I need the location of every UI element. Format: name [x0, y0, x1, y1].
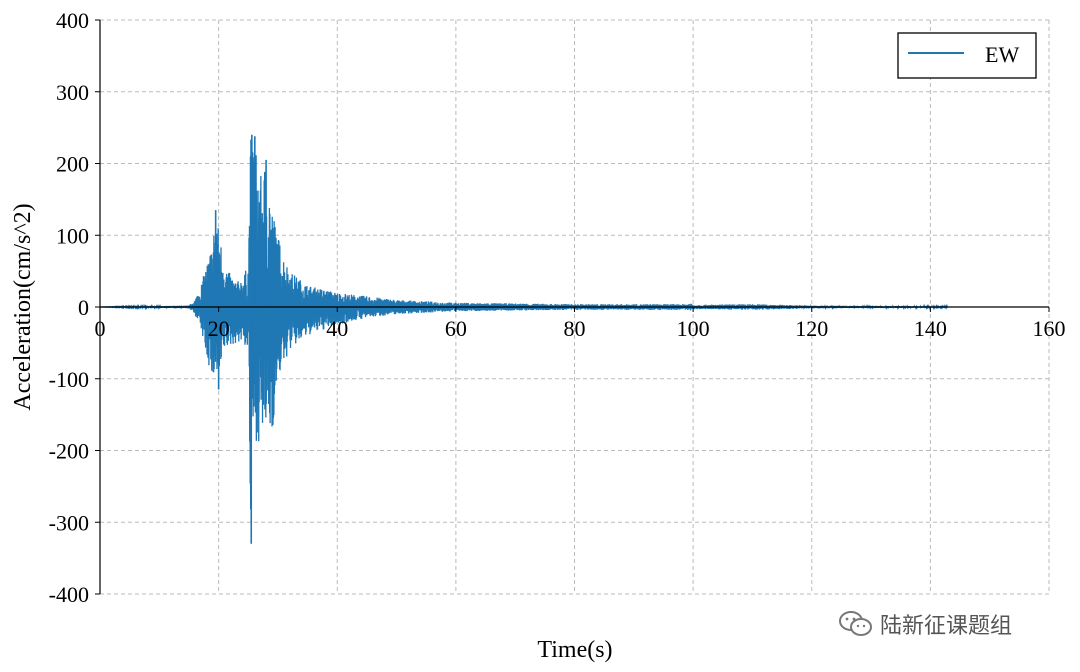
y-tick-label: -400 — [49, 582, 89, 607]
legend-frame — [897, 32, 1037, 79]
legend-label-ew: EW — [985, 42, 1019, 67]
wechat-icon — [839, 611, 872, 636]
legend: EW — [897, 32, 1037, 79]
x-tick-label: 60 — [445, 316, 467, 341]
watermark-text: 陆新征课题组 — [880, 614, 1013, 639]
y-tick-label: 100 — [56, 223, 89, 248]
tick-labels: 0 20 40 60 80 100 120 140 160 -400 -300 -200 -100 0 10… — [49, 8, 1066, 607]
x-axis-label: Time(s) — [537, 637, 612, 663]
y-tick-label: 0 — [78, 295, 89, 320]
y-tick-label: -300 — [49, 510, 89, 535]
y-tick-label: -100 — [49, 367, 89, 392]
x-tick-label: 100 — [677, 316, 710, 341]
y-tick-label: -200 — [49, 439, 89, 464]
y-tick-label: 400 — [56, 8, 89, 33]
watermark: 陆新征课题组 — [838, 608, 1012, 640]
x-tick-label: 160 — [1033, 316, 1066, 341]
x-tick-label: 140 — [914, 316, 947, 341]
axes — [95, 19, 1050, 595]
x-tick-label: 20 — [208, 316, 230, 341]
y-tick-label: 200 — [56, 152, 89, 177]
y-axis-label: Acceleration(cm/s^2) — [10, 203, 36, 410]
x-tick-label: 0 — [95, 316, 106, 341]
x-tick-label: 120 — [795, 316, 828, 341]
x-tick-label: 40 — [326, 316, 348, 341]
x-tick-label: 80 — [564, 316, 586, 341]
y-tick-label: 300 — [56, 80, 89, 105]
